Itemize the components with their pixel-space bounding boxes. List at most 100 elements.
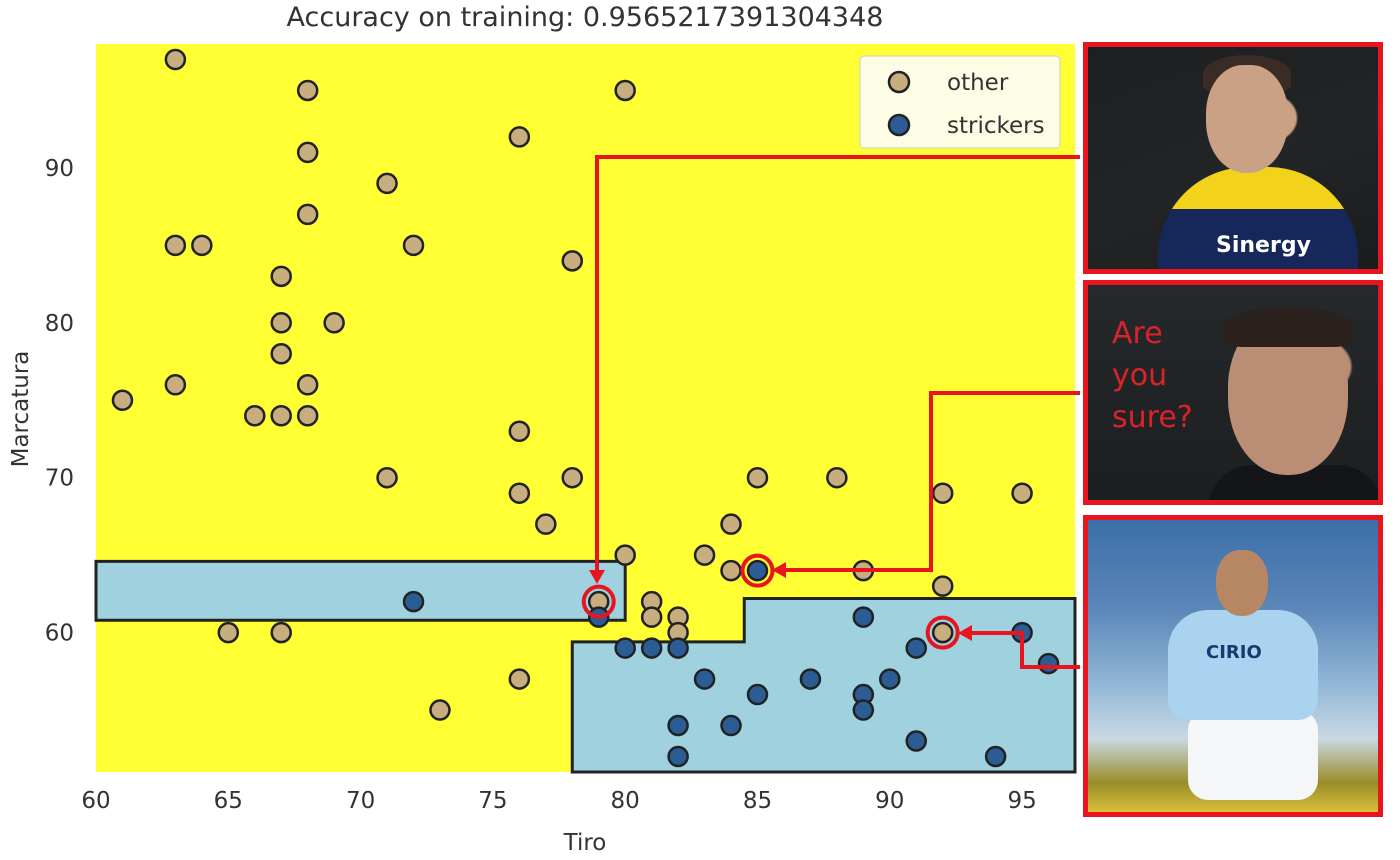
data-point-other xyxy=(508,126,531,148)
data-point-strickers xyxy=(879,668,901,690)
y-tick-label: 60 xyxy=(45,621,74,647)
data-point-other xyxy=(614,544,636,566)
data-point-other xyxy=(614,79,636,102)
data-point-strickers xyxy=(667,745,689,768)
data-point-other xyxy=(244,404,266,427)
data-point-other xyxy=(429,699,451,721)
data-point-other xyxy=(323,312,345,334)
data-point-strickers xyxy=(402,590,425,613)
arrow-head-panel-1 xyxy=(589,570,605,584)
player-photo-panel-1: Sinergy xyxy=(1083,42,1383,274)
decision-region xyxy=(570,597,1077,774)
x-tick-label: 95 xyxy=(1007,788,1036,814)
arrow-line-panel-3 xyxy=(968,631,1080,669)
player-shorts xyxy=(1188,710,1318,800)
player-face xyxy=(1206,65,1288,173)
data-point-other xyxy=(270,265,292,288)
x-tick-label: 90 xyxy=(875,788,904,814)
decision-regions xyxy=(94,559,1077,774)
data-point-other xyxy=(111,389,134,412)
data-point-other xyxy=(931,621,954,644)
data-point-other xyxy=(931,482,954,504)
data-point-other xyxy=(508,482,531,504)
decision-region xyxy=(94,559,627,622)
data-point-other xyxy=(535,513,557,535)
highlight-circle xyxy=(925,615,960,650)
jersey-sponsor-text: CIRIO xyxy=(1206,642,1262,663)
caption-line-1: Are xyxy=(1112,316,1163,351)
legend-label-strickers: strickers xyxy=(947,113,1045,139)
data-point-other xyxy=(270,621,292,644)
data-point-other xyxy=(270,343,292,365)
data-point-other xyxy=(296,79,319,102)
highlight-circle xyxy=(581,584,616,619)
data-point-other xyxy=(561,466,584,489)
x-tick-label: 80 xyxy=(611,788,640,814)
plot-area: 60 65 70 75 80 85 90 95 60 70 80 90 xyxy=(45,44,1077,814)
arrow-line-panel-1 xyxy=(595,155,1080,578)
y-tick-label: 70 xyxy=(45,466,74,492)
data-point-other xyxy=(720,559,742,582)
x-tick-label: 70 xyxy=(346,788,375,814)
data-point-strickers xyxy=(693,668,716,690)
data-point-other xyxy=(720,513,742,535)
y-tick-label: 90 xyxy=(45,156,74,182)
arrow-line-panel-2 xyxy=(784,391,1080,572)
highlight-circles xyxy=(581,553,960,650)
data-point-other xyxy=(693,544,716,566)
player-face xyxy=(1216,550,1268,616)
y-axis-ticks: 60 70 80 90 xyxy=(45,156,74,647)
data-point-other xyxy=(164,374,187,396)
data-point-strickers xyxy=(905,730,927,752)
data-points xyxy=(111,48,1060,768)
data-point-strickers xyxy=(667,714,689,737)
data-point-strickers xyxy=(746,559,769,582)
player-hair xyxy=(1224,307,1352,347)
data-point-other xyxy=(746,466,769,489)
chart-title: Accuracy on training: 0.9565217391304348 xyxy=(287,2,884,33)
data-point-other xyxy=(191,234,213,257)
data-point-other xyxy=(296,141,319,164)
y-axis-label: Marcatura xyxy=(8,351,34,468)
data-point-other xyxy=(217,621,240,644)
data-point-other xyxy=(296,203,319,226)
player-photo-panel-2: Are you sure? xyxy=(1083,280,1383,505)
caption-line-2: you xyxy=(1112,358,1168,393)
legend-label-other: other xyxy=(947,70,1009,96)
data-point-strickers xyxy=(905,637,927,659)
player-jersey xyxy=(1168,610,1318,720)
data-point-strickers xyxy=(667,637,689,659)
data-point-strickers xyxy=(640,637,663,659)
data-point-other xyxy=(296,374,319,396)
player-photo-panel-3: CIRIO xyxy=(1083,515,1383,817)
data-point-strickers xyxy=(852,606,875,628)
arrow-head-panel-3 xyxy=(958,625,972,641)
scatter-chart: Accuracy on training: 0.9565217391304348… xyxy=(8,2,1080,856)
legend: other strickers xyxy=(859,55,1061,149)
data-point-strickers xyxy=(746,683,769,706)
y-tick-label: 80 xyxy=(45,311,74,337)
jersey-sponsor-text: Sinergy xyxy=(1216,233,1311,258)
data-point-other xyxy=(376,172,398,195)
data-point-other xyxy=(270,312,292,334)
data-point-strickers xyxy=(614,637,636,659)
legend-marker-strickers xyxy=(887,113,911,137)
arrow-head-panel-2 xyxy=(772,562,786,578)
annotation-arrows xyxy=(589,155,1080,669)
data-point-other xyxy=(931,575,954,597)
data-point-strickers xyxy=(984,745,1007,768)
data-point-strickers xyxy=(852,699,875,721)
data-point-other xyxy=(296,404,319,427)
data-point-other xyxy=(508,668,531,690)
data-point-other xyxy=(164,234,187,257)
x-tick-label: 75 xyxy=(478,788,507,814)
data-point-other xyxy=(1011,482,1033,504)
highlight-circle xyxy=(740,553,775,588)
caption-line-3: sure? xyxy=(1112,400,1193,435)
x-axis-ticks: 60 65 70 75 80 85 90 95 xyxy=(81,788,1036,814)
data-point-strickers xyxy=(799,668,822,690)
x-tick-label: 85 xyxy=(743,788,772,814)
data-point-other xyxy=(270,404,292,427)
data-point-other xyxy=(561,250,584,272)
x-tick-label: 60 xyxy=(81,788,110,814)
